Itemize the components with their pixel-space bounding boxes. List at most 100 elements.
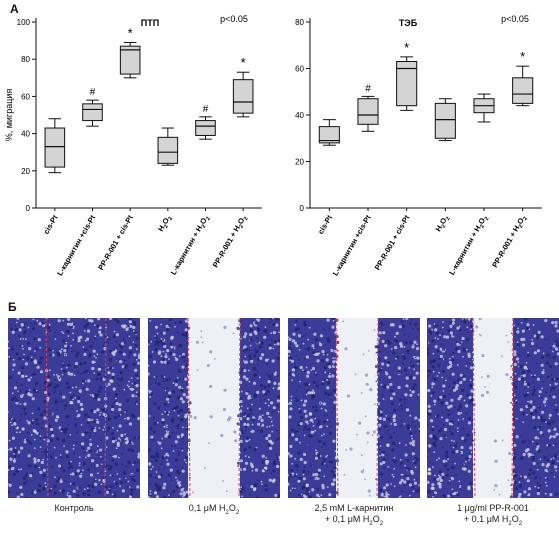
caption-text: O xyxy=(511,514,519,524)
caption-text: Контроль xyxy=(54,503,94,513)
iqr-box xyxy=(195,120,216,136)
micrograph-texture xyxy=(148,318,280,498)
label-text: cis-Pt xyxy=(42,213,60,236)
micrograph-pp-r-001 xyxy=(427,318,559,498)
iqr-box xyxy=(434,102,456,139)
subscript: 2 xyxy=(441,224,448,230)
caption-text: + 0,1 μM H xyxy=(324,514,370,524)
y-axis-label: %, миграция xyxy=(4,89,14,142)
y-tick-label: 60 xyxy=(21,92,30,101)
label-text: PP-R-001 + cis-Pt xyxy=(96,213,135,272)
y-tick-label: 20 xyxy=(21,167,30,176)
iqr-box xyxy=(357,98,379,125)
x-category-label: PP-R-001 + cis-Pt xyxy=(373,213,412,272)
wound-edge-left xyxy=(335,318,339,498)
subscript: 2 xyxy=(235,509,240,516)
box-4 xyxy=(434,98,456,142)
wound-gap xyxy=(473,318,513,498)
y-tick-label: 0 xyxy=(300,204,305,213)
subscript: 2 xyxy=(522,216,529,222)
p-value-annotation: p<0.05 xyxy=(501,14,529,24)
significance-mark: # xyxy=(90,87,96,98)
significance-mark: * xyxy=(241,55,246,70)
significance-mark: * xyxy=(128,25,133,40)
box-5 xyxy=(473,93,495,123)
x-category-label: L-карнитин +cis-Pt xyxy=(55,213,97,277)
significance-mark: # xyxy=(203,104,209,115)
wound-edge-left xyxy=(187,318,191,498)
caption-text: 2,5 mM L-карнитин xyxy=(314,503,394,513)
x-category-label: H2O2 xyxy=(434,214,452,235)
label-text: PP-R-001 + H xyxy=(490,224,521,269)
caption-line: 1 μg/ml PP-R-001 xyxy=(423,503,559,514)
significance-mark: * xyxy=(404,40,409,55)
label-text: O xyxy=(198,216,209,226)
wound-edge-right xyxy=(376,318,379,498)
subscript: 2 xyxy=(518,224,525,230)
micrograph-texture xyxy=(8,318,140,498)
label-text: PP-R-001 + cis-Pt xyxy=(373,213,412,272)
iqr-box xyxy=(157,136,179,164)
subscript: 2 xyxy=(508,520,512,527)
panel-b-label: Б xyxy=(8,300,17,314)
chart-title: ПТП xyxy=(141,18,159,28)
subscript: 2 xyxy=(168,216,175,222)
iqr-box xyxy=(82,103,103,122)
caption-line: 2,5 mM L-карнитин xyxy=(284,503,424,514)
cell-speckles xyxy=(8,318,140,498)
micrograph-carnitine xyxy=(288,318,420,498)
box-2: # xyxy=(82,87,103,127)
y-tick-label: 0 xyxy=(26,204,31,213)
p-value-annotation: p<0.05 xyxy=(220,14,248,24)
subscript: 2 xyxy=(205,216,212,222)
caption-h2o2: 0,1 μM H2O2 xyxy=(144,503,284,516)
x-category-label: L-карнитин +cis-Pt xyxy=(331,213,373,277)
caption-control: Контроль xyxy=(4,503,144,514)
cell-speckles xyxy=(427,318,559,498)
x-category-label: PP-R-001 + H2O2 xyxy=(490,214,529,270)
label-text: O xyxy=(236,216,247,226)
caption-text: + 0,1 μM H xyxy=(463,514,509,524)
box-1 xyxy=(318,119,340,146)
box-6: * xyxy=(512,49,534,107)
subscript: 2 xyxy=(369,520,373,527)
box-plot-teb: 0 20 40 60 80 ТЭБ p<0.05 cis-Pt # L-карнитин +cis… xyxy=(295,14,542,278)
box-plot-ptp: 0 20 40 60 80 100 %, миграция ПТП p<0.05 cis-Pt # L… xyxy=(4,14,262,277)
y-tick-label: 40 xyxy=(295,111,304,120)
box-4 xyxy=(157,127,179,166)
x-category-label: L-карнитин + H2O2 xyxy=(447,214,490,278)
caption-pp-r-001: 1 μg/ml PP-R-001 + 0,1 μM H2O2 xyxy=(423,503,559,527)
box-5: # xyxy=(195,104,216,140)
caption-text: 0,1 μM H xyxy=(188,503,226,513)
y-tick-label: 80 xyxy=(21,55,30,64)
subscript: 2 xyxy=(243,216,250,222)
box-1 xyxy=(44,118,66,174)
y-tick-label: 60 xyxy=(295,65,304,74)
x-category-label: H2O2 xyxy=(156,214,174,235)
label-text: cis-Pt xyxy=(316,213,334,236)
caption-line: + 0,1 μM H2O2 xyxy=(423,514,559,527)
y-tick-label: 80 xyxy=(295,18,304,27)
iqr-box xyxy=(44,127,66,168)
micrograph-texture xyxy=(288,318,420,498)
label-text: L-карнитин +cis-Pt xyxy=(55,213,97,277)
subscript: 2 xyxy=(518,520,523,527)
label-text: L-карнитин + H xyxy=(447,224,483,277)
iqr-box xyxy=(512,77,534,104)
wound-gap xyxy=(336,318,378,498)
caption-line: 0,1 μM H2O2 xyxy=(144,503,284,516)
micrograph-h2o2 xyxy=(148,318,280,498)
subscript: 2 xyxy=(238,224,245,230)
y-tick-label: 40 xyxy=(21,130,30,139)
subscript: 2 xyxy=(225,509,229,516)
caption-text: O xyxy=(372,514,380,524)
label-text: L-карнитин +cis-Pt xyxy=(331,213,373,277)
box-3: * xyxy=(396,40,418,111)
label-text: O xyxy=(476,216,487,226)
caption-text: 1 μg/ml PP-R-001 xyxy=(457,503,529,513)
label-text: H xyxy=(434,224,445,233)
subscript: 2 xyxy=(445,216,452,222)
label-text: O xyxy=(160,216,171,226)
x-category-label: cis-Pt xyxy=(316,213,334,236)
micrograph-row xyxy=(0,318,559,498)
